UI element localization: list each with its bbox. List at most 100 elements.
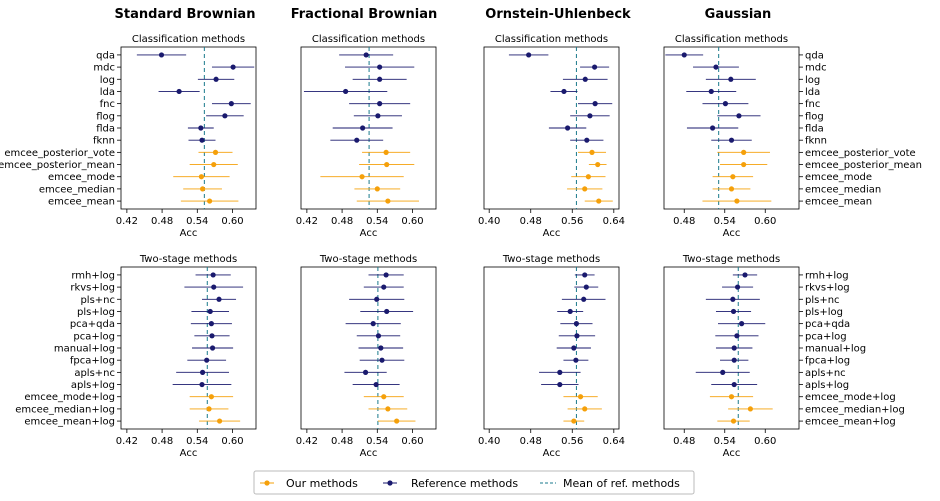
x-axis-label: Acc [723,448,741,459]
category-label: emcee_posterior_mean [805,160,922,171]
panel-title: Classification methods [312,34,425,45]
category-label: emcee_mean+log [24,417,115,428]
data-point [574,333,580,339]
category-label: emcee_mean [48,197,115,208]
data-point [747,406,754,412]
x-tick-label: 0.64 [603,216,625,227]
category-label: pca+log [805,331,847,342]
data-point [730,296,736,302]
data-point [377,64,383,70]
data-point [739,321,745,327]
x-tick-label: 0.48 [520,216,542,227]
category-label: fpca+log [70,356,115,367]
x-axis-label: Acc [543,448,561,459]
data-point [198,174,205,180]
category-label: qda [96,50,115,61]
data-point [720,369,726,375]
data-point [199,137,205,143]
data-point [176,88,182,95]
x-tick-label: 0.54 [366,436,388,447]
x-tick-label: 0.48 [331,436,353,447]
data-point [222,113,228,119]
data-point [208,321,214,327]
data-point [385,406,391,412]
category-label: pca+qda [70,319,115,330]
legend-ours-label: Our methods [286,477,358,490]
data-point [211,161,217,168]
category-label: flda [96,124,115,135]
x-tick-label: 0.48 [520,436,542,447]
data-point [359,174,365,180]
x-tick-label: 0.48 [151,436,173,447]
x-axis-label: Acc [360,448,378,459]
category-label: apls+log [71,380,115,391]
data-point [198,125,204,131]
category-label: lda [100,87,115,98]
category-label: pls+log [77,307,115,318]
category-label: log [805,75,820,86]
panel-r1-c3: Classification methods 0.40 0.48 0.56 0.64 Ac… [478,34,625,239]
x-tick-label: 0.40 [478,436,500,447]
data-point [207,308,213,315]
x-tick-label: 0.56 [561,436,583,447]
data-point [591,64,598,70]
column-title-4: Gaussian [705,7,772,22]
data-point [216,296,222,302]
column-title-3: Ornstein-Uhlenbeck [485,7,631,22]
category-label: apls+nc [805,368,846,379]
category-label: log [100,75,115,86]
x-tick-label: 0.60 [221,436,243,447]
category-label: manual+log [805,344,866,355]
legend-ours-marker [264,480,270,486]
data-point [377,101,383,107]
data-point [710,125,716,131]
column-titles: Standard Brownian Fractional Brownian Or… [115,7,772,22]
category-label: emcee_mean [805,197,872,208]
category-label: fknn [93,136,115,147]
column-title-1: Standard Brownian [115,7,256,22]
category-label: apls+nc [74,368,115,379]
panel-r2-c2: Two-stage methods 0.42 0.48 0.54 0.60 Acc [296,254,437,459]
data-point [585,174,591,180]
data-point [354,137,360,143]
x-tick-label: 0.64 [603,436,625,447]
data-point [206,406,212,412]
data-point [731,381,737,388]
data-point [741,149,747,155]
data-point [204,357,210,363]
data-point [394,418,400,424]
legend: Our methods Reference methods Mean of re… [253,470,695,495]
column-title-2: Fractional Brownian [291,7,438,22]
category-label: emcee_median+log [15,404,115,415]
x-tick-label: 0.48 [151,216,173,227]
category-label: pca+qda [805,319,850,330]
data-point [561,88,567,95]
panel-r2-c3: Two-stage methods 0.40 0.48 0.56 0.64 Acc [478,254,625,459]
x-tick-label: 0.54 [186,436,208,447]
data-point [210,272,216,278]
data-point [583,284,589,290]
data-point [728,186,735,192]
x-axis-label: Acc [543,228,561,239]
category-label: emcee_posterior_vote [805,148,916,159]
data-point [584,137,590,143]
x-tick-label: 0.42 [296,436,318,447]
data-point [211,284,217,290]
data-point [207,198,213,204]
data-point [596,198,602,204]
category-label: emcee_median [39,184,115,195]
data-point [571,345,577,351]
data-point [741,161,747,168]
category-label: emcee_mode [48,172,115,183]
category-label: emcee_mode+log [24,392,115,403]
panel-r2-c4: Two-stage methods 0.48 0.54 0.60 Acc rmh+log r… [663,254,905,459]
data-point [374,296,380,302]
x-tick-label: 0.60 [754,216,776,227]
data-point [557,381,563,388]
plot-panels: Classification methods 0.42 0.48 0.54 0.60 Ac… [0,34,922,459]
category-label: fpca+log [805,356,850,367]
data-point [731,345,737,351]
data-point [592,101,598,107]
data-point [722,101,729,107]
x-tick-label: 0.42 [296,216,318,227]
